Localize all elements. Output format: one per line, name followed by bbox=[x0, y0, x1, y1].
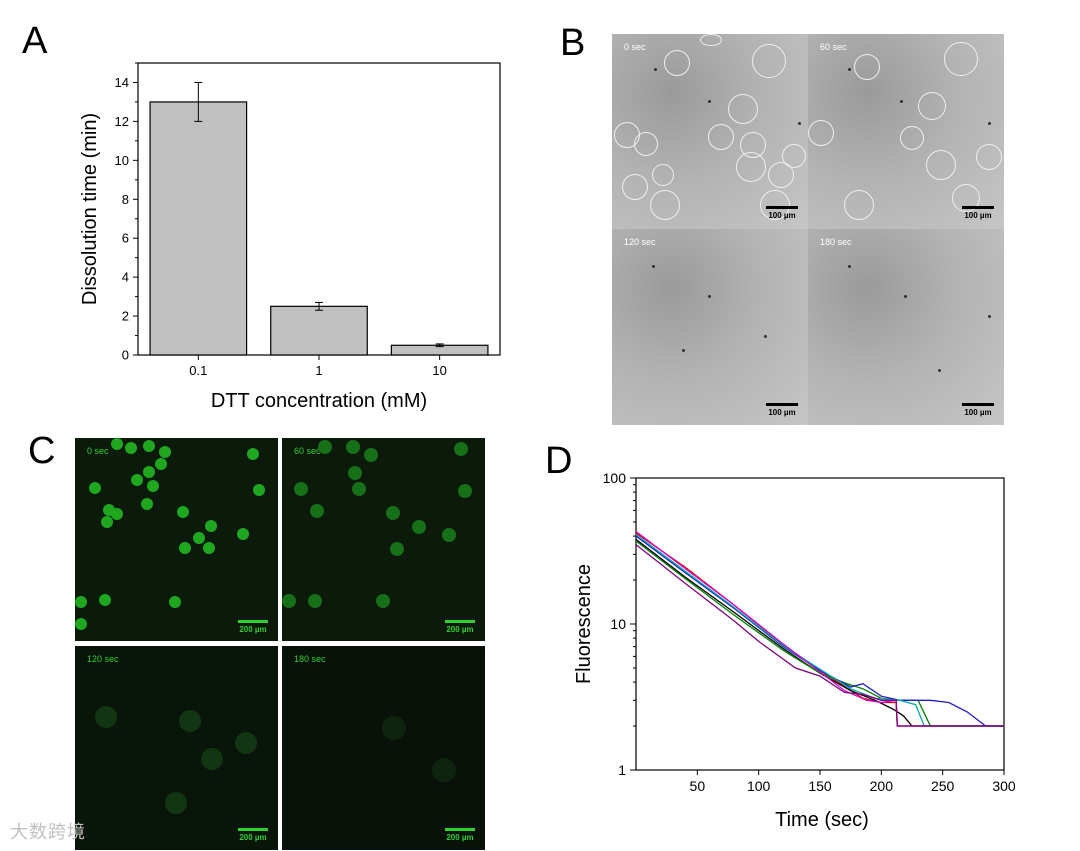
micrograph-b-0: 0 sec 100 µm bbox=[612, 34, 808, 229]
y-tick-label: 12 bbox=[115, 114, 129, 129]
panel-letter-c: C bbox=[28, 430, 56, 472]
x-tick-label: 1 bbox=[315, 363, 322, 378]
x-tick-label: 10 bbox=[432, 363, 446, 378]
series-line bbox=[635, 540, 1004, 727]
bar bbox=[270, 305, 368, 356]
scale-bar: 200 µm bbox=[233, 620, 273, 634]
error-bar bbox=[435, 343, 444, 348]
line-chart-fluorescence: 1 10 100 50 100 150 200 250 300 Time (sec) Fluo… bbox=[573, 470, 1016, 831]
x-tick-label: 300 bbox=[992, 778, 1016, 794]
y-tick-label: 2 bbox=[122, 309, 129, 324]
x-axis-label-d: Time (sec) bbox=[775, 809, 869, 831]
series-line bbox=[635, 538, 1004, 727]
series-line bbox=[635, 535, 1004, 727]
series-line bbox=[635, 533, 1004, 727]
micrograph-b-3: 180 sec 100 µm bbox=[808, 229, 1004, 425]
time-label: 180 sec bbox=[294, 654, 326, 664]
y-tick-label: 10 bbox=[610, 616, 626, 632]
scale-bar: 100 µm bbox=[958, 403, 998, 417]
series-line bbox=[635, 544, 1004, 727]
time-label: 120 sec bbox=[87, 654, 119, 664]
fluorescence-c-3: 180 sec 200 µm bbox=[282, 646, 485, 850]
y-tick-label: 6 bbox=[122, 231, 129, 246]
time-label: 180 sec bbox=[820, 237, 852, 247]
panel-letter-b: B bbox=[560, 22, 586, 64]
scale-bar: 100 µm bbox=[762, 206, 802, 220]
time-label: 60 sec bbox=[820, 42, 847, 52]
panel-letter-d: D bbox=[545, 440, 573, 482]
time-label: 0 sec bbox=[87, 446, 109, 456]
scale-bar: 200 µm bbox=[440, 828, 480, 842]
x-tick-label: 50 bbox=[690, 778, 706, 794]
series-line bbox=[635, 532, 1004, 727]
scale-bar: 100 µm bbox=[958, 206, 998, 220]
watermark-text: 大数跨境 bbox=[10, 822, 86, 842]
y-axis-label-a: Dissolution time (min) bbox=[79, 113, 101, 305]
y-tick-label: 14 bbox=[115, 75, 129, 90]
x-tick-label: 150 bbox=[808, 778, 832, 794]
y-tick-label: 100 bbox=[603, 470, 627, 486]
error-bar bbox=[194, 81, 203, 122]
scale-bar: 100 µm bbox=[762, 403, 802, 417]
panel-letter-a: A bbox=[22, 20, 48, 62]
bar bbox=[149, 101, 248, 356]
fluorescence-c-0: 0 sec 200 µm bbox=[75, 438, 278, 641]
error-bar bbox=[315, 301, 323, 311]
y-tick-label: 10 bbox=[115, 153, 129, 168]
y-tick-label: 8 bbox=[122, 192, 129, 207]
x-tick-label: 0.1 bbox=[189, 363, 207, 378]
scale-bar: 200 µm bbox=[233, 828, 273, 842]
micrograph-b-2: 120 sec 100 µm bbox=[612, 229, 808, 425]
scale-bar: 200 µm bbox=[440, 620, 480, 634]
y-tick-label: 1 bbox=[618, 762, 626, 778]
fluorescence-c-2: 120 sec 200 µm bbox=[75, 646, 278, 850]
series-line bbox=[635, 530, 1004, 727]
time-label: 0 sec bbox=[624, 42, 646, 52]
y-tick-label: 4 bbox=[122, 270, 129, 285]
micrograph-b-1: 60 sec 100 µm bbox=[808, 34, 1004, 229]
time-label: 60 sec bbox=[294, 446, 321, 456]
y-axis-label-d: Fluorescence bbox=[573, 564, 595, 684]
time-label: 120 sec bbox=[624, 237, 656, 247]
fluorescence-c-1: 60 sec 200 µm bbox=[282, 438, 485, 641]
y-tick-label: 0 bbox=[122, 348, 129, 363]
bar-chart-dissolution: 0 2 4 6 8 10 12 14 0.1 1 10 DTT concentration (mM… bbox=[79, 62, 501, 412]
x-axis-label-a: DTT concentration (mM) bbox=[211, 390, 427, 412]
x-tick-label: 250 bbox=[931, 778, 955, 794]
x-tick-label: 100 bbox=[747, 778, 771, 794]
x-tick-label: 200 bbox=[870, 778, 894, 794]
